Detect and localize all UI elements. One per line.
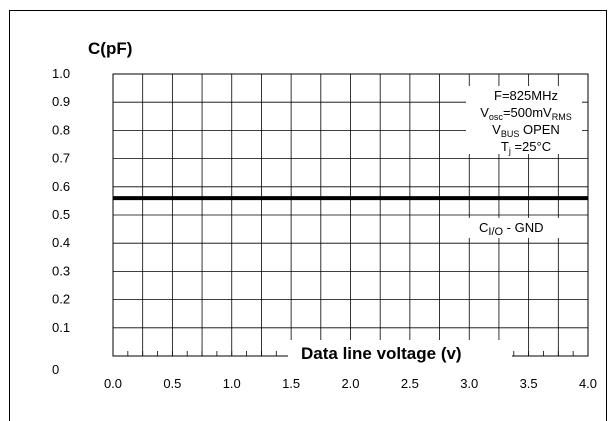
y-tick-label: 0.2 xyxy=(52,292,70,307)
y-tick-label: 0.7 xyxy=(52,151,70,166)
x-tick-label: 0.0 xyxy=(104,376,122,391)
condition-line: Vosc=500mVRMS xyxy=(480,105,571,122)
condition-rest: OPEN xyxy=(519,122,559,137)
x-tick-label: 2.5 xyxy=(401,376,419,391)
x-tick-label: 3.5 xyxy=(520,376,538,391)
y-tick-label: 0 xyxy=(52,362,59,377)
x-tick-label: 3.0 xyxy=(460,376,478,391)
condition-line: VBUS OPEN xyxy=(492,122,560,139)
condition-main: F=825MHz xyxy=(494,88,558,103)
x-tick-label: 1.5 xyxy=(282,376,300,391)
x-axis-label: Data line voltage (v) xyxy=(301,344,462,363)
y-tick-label: 0.5 xyxy=(52,207,70,222)
y-tick-label: 0.1 xyxy=(52,320,70,335)
y-axis-label: C(pF) xyxy=(88,39,132,58)
y-tick-label: 1.0 xyxy=(52,66,70,81)
condition-sub: osc xyxy=(489,112,504,122)
x-tick-label: 4.0 xyxy=(579,376,597,391)
condition-main: V xyxy=(492,122,501,137)
x-tick-label: 0.5 xyxy=(163,376,181,391)
y-tick-label: 0.3 xyxy=(52,263,70,278)
y-tick-label: 0.9 xyxy=(52,94,70,109)
y-tick-label: 0.6 xyxy=(52,179,70,194)
conditions-box xyxy=(466,86,582,154)
x-axis-label-bg xyxy=(288,340,512,366)
series-label-rest: - GND xyxy=(503,220,543,235)
y-tick-label: 0.8 xyxy=(52,122,70,137)
x-tick-label: 2.0 xyxy=(341,376,359,391)
condition-main: T xyxy=(501,139,509,154)
series-label-main: C xyxy=(479,220,488,235)
condition-main: V xyxy=(480,105,489,120)
condition-line: Tj =25°C xyxy=(501,139,551,156)
labels: 0.0 0.5 1.0 1.5 2.0 2.5 3.0 3.5 4.0 0 0.1 0.2 0.3 0.4… xyxy=(52,39,597,391)
condition-sub: BUS xyxy=(501,129,520,139)
condition-rest: =25°C xyxy=(511,139,551,154)
series-layer: CI/O - GND xyxy=(113,196,588,238)
condition-sub: j xyxy=(508,146,511,156)
y-tick-label: 0.4 xyxy=(52,235,70,250)
condition-sub2: RMS xyxy=(552,112,572,122)
condition-line: F=825MHz xyxy=(494,88,558,103)
series-label-bg xyxy=(468,217,568,238)
series-label: CI/O - GND xyxy=(479,220,544,238)
condition-rest: =500mV xyxy=(503,105,552,120)
figure-frame xyxy=(9,10,607,421)
series-label-sub: I/O xyxy=(488,226,503,238)
x-tick-label: 1.0 xyxy=(223,376,241,391)
